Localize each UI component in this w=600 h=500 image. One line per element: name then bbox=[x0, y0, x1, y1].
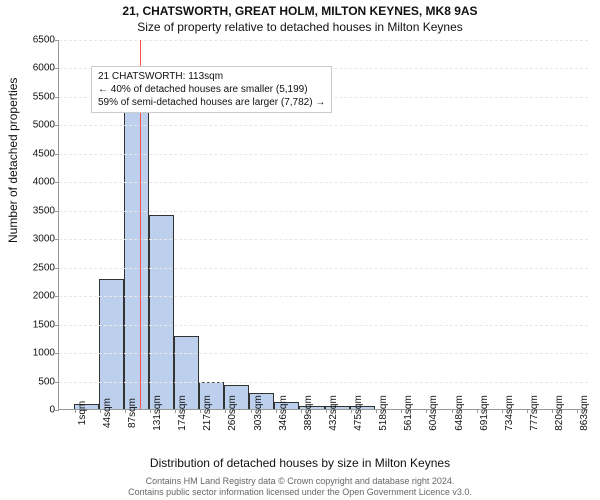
x-tick-label: 475sqm bbox=[351, 395, 364, 431]
gridline bbox=[59, 325, 588, 326]
gridline bbox=[59, 239, 588, 240]
x-tick-label: 777sqm bbox=[527, 395, 540, 431]
y-axis-label: Number of detached properties bbox=[6, 78, 20, 243]
x-tick-label: 432sqm bbox=[326, 395, 339, 431]
y-tick-label: 1500 bbox=[33, 319, 59, 330]
x-tick-label: 303sqm bbox=[251, 395, 264, 431]
footer-line2: Contains public sector information licen… bbox=[0, 487, 600, 498]
x-tick-label: 863sqm bbox=[577, 395, 590, 431]
x-tick-label: 260sqm bbox=[225, 395, 238, 431]
x-tick-label: 44sqm bbox=[100, 398, 113, 428]
x-tick-label: 518sqm bbox=[376, 395, 389, 431]
x-tick-label: 217sqm bbox=[200, 395, 213, 431]
gridline bbox=[59, 382, 588, 383]
gridline bbox=[59, 182, 588, 183]
histogram-bar bbox=[99, 279, 124, 409]
gridline bbox=[59, 40, 588, 41]
y-tick-label: 5000 bbox=[33, 120, 59, 131]
x-tick-label: 389sqm bbox=[301, 395, 314, 431]
y-tick-label: 500 bbox=[38, 376, 59, 387]
y-tick-label: 5500 bbox=[33, 91, 59, 102]
footer: Contains HM Land Registry data © Crown c… bbox=[0, 476, 600, 498]
x-tick-label: 648sqm bbox=[452, 395, 465, 431]
y-tick-label: 3500 bbox=[33, 205, 59, 216]
gridline bbox=[59, 211, 588, 212]
x-tick-label: 346sqm bbox=[276, 395, 289, 431]
y-tick-label: 6500 bbox=[33, 35, 59, 46]
x-tick-label: 734sqm bbox=[502, 395, 515, 431]
y-tick-label: 4500 bbox=[33, 148, 59, 159]
y-tick-label: 2000 bbox=[33, 291, 59, 302]
gridline bbox=[59, 154, 588, 155]
x-tick-label: 561sqm bbox=[401, 395, 414, 431]
annotation-line3: 59% of semi-detached houses are larger (… bbox=[98, 96, 325, 109]
annotation-line1: 21 CHATSWORTH: 113sqm bbox=[98, 70, 325, 83]
footer-line1: Contains HM Land Registry data © Crown c… bbox=[0, 476, 600, 487]
y-tick-label: 2500 bbox=[33, 262, 59, 273]
annotation-line2: ← 40% of detached houses are smaller (5,… bbox=[98, 83, 325, 96]
y-tick-label: 6000 bbox=[33, 63, 59, 74]
x-tick-label: 604sqm bbox=[426, 395, 439, 431]
y-tick-label: 4000 bbox=[33, 177, 59, 188]
chart-title-line2: Size of property relative to detached ho… bbox=[0, 20, 600, 34]
plot-area: 0500100015002000250030003500400045005000… bbox=[58, 40, 588, 410]
chart-title-line1: 21, CHATSWORTH, GREAT HOLM, MILTON KEYNE… bbox=[0, 4, 600, 18]
x-tick-label: 131sqm bbox=[150, 395, 163, 431]
x-axis-label: Distribution of detached houses by size … bbox=[0, 456, 600, 470]
gridline bbox=[59, 268, 588, 269]
x-tick-label: 174sqm bbox=[175, 395, 188, 431]
x-tick-label: 87sqm bbox=[125, 398, 138, 428]
y-tick-label: 3000 bbox=[33, 234, 59, 245]
histogram-bar bbox=[124, 93, 149, 409]
x-tick-label: 820sqm bbox=[552, 395, 565, 431]
gridline bbox=[59, 296, 588, 297]
y-tick-label: 0 bbox=[49, 405, 59, 416]
gridline bbox=[59, 353, 588, 354]
x-tick-label: 691sqm bbox=[477, 395, 490, 431]
gridline bbox=[59, 125, 588, 126]
y-tick-label: 1000 bbox=[33, 348, 59, 359]
histogram-bar bbox=[149, 215, 174, 409]
chart-container: 21, CHATSWORTH, GREAT HOLM, MILTON KEYNE… bbox=[0, 0, 600, 500]
x-tick-label: 1sqm bbox=[75, 401, 88, 425]
annotation-box: 21 CHATSWORTH: 113sqm ← 40% of detached … bbox=[91, 66, 332, 113]
